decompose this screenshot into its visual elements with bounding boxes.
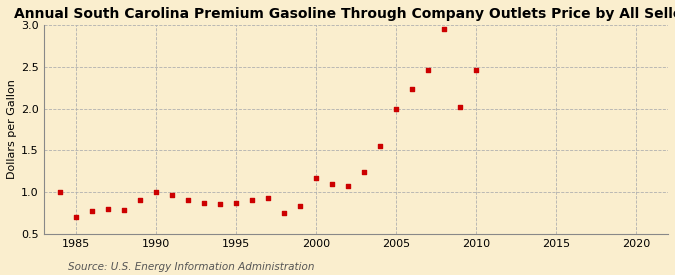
- Point: [70, 215, 81, 219]
- Point: [391, 107, 402, 112]
- Y-axis label: Dollars per Gallon: Dollars per Gallon: [7, 79, 17, 179]
- Point: [103, 207, 113, 211]
- Text: Source: U.S. Energy Information Administration: Source: U.S. Energy Information Administ…: [68, 262, 314, 272]
- Point: [454, 105, 465, 109]
- Point: [246, 197, 257, 202]
- Point: [279, 211, 290, 215]
- Point: [151, 190, 161, 194]
- Point: [358, 170, 369, 174]
- Point: [327, 182, 338, 186]
- Point: [198, 201, 209, 205]
- Point: [118, 208, 129, 212]
- Point: [215, 202, 225, 206]
- Point: [470, 68, 481, 72]
- Point: [294, 204, 305, 208]
- Point: [263, 196, 273, 200]
- Point: [342, 184, 353, 188]
- Point: [375, 144, 385, 148]
- Point: [439, 27, 450, 31]
- Point: [423, 68, 433, 72]
- Point: [406, 87, 417, 92]
- Point: [310, 176, 321, 180]
- Point: [54, 190, 65, 194]
- Point: [167, 193, 178, 198]
- Point: [182, 197, 193, 202]
- Point: [230, 201, 241, 205]
- Point: [86, 208, 97, 213]
- Point: [134, 198, 145, 203]
- Title: Annual South Carolina Premium Gasoline Through Company Outlets Price by All Sell: Annual South Carolina Premium Gasoline T…: [14, 7, 675, 21]
